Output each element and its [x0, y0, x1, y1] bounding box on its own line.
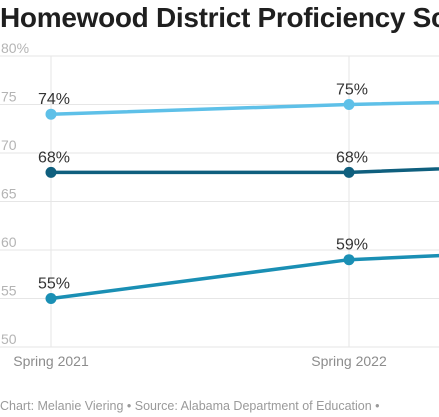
data-label: 74%: [38, 91, 70, 108]
x-tick-label: Spring 2022: [311, 353, 387, 369]
data-label: 68%: [336, 149, 368, 166]
data-point: [343, 254, 355, 266]
data-point: [343, 99, 355, 110]
y-tick-label: 75: [1, 89, 17, 105]
y-tick-label: 70: [1, 137, 17, 153]
data-label: 68%: [38, 149, 70, 166]
data-label: 55%: [38, 276, 70, 293]
y-tick-label: 60: [1, 234, 17, 250]
y-tick-label: 55: [1, 283, 17, 299]
chart-footer-credits: Chart: Melanie Viering • Source: Alabama…: [0, 399, 380, 413]
series-line-2: [51, 167, 439, 175]
y-axis-ticks: 50 55 60 65 70 75 80%: [1, 40, 29, 347]
data-point: [343, 166, 355, 178]
data-point: [45, 108, 57, 120]
y-tick-label: 80%: [1, 40, 29, 56]
series-group: 74% 75% 68% 68% 55% 59%: [38, 82, 439, 304]
data-point: [45, 166, 57, 178]
y-tick-label: 50: [1, 331, 17, 347]
y-tick-label: 65: [1, 186, 17, 202]
data-point: [45, 293, 57, 304]
chart-title: Homewood District Proficiency Sc: [0, 2, 439, 33]
series-line-1: [50, 100, 439, 116]
series-line-3: [50, 253, 439, 301]
data-label: 59%: [336, 237, 368, 254]
x-tick-label: Spring 2021: [13, 353, 89, 369]
data-label: 75%: [336, 82, 368, 99]
